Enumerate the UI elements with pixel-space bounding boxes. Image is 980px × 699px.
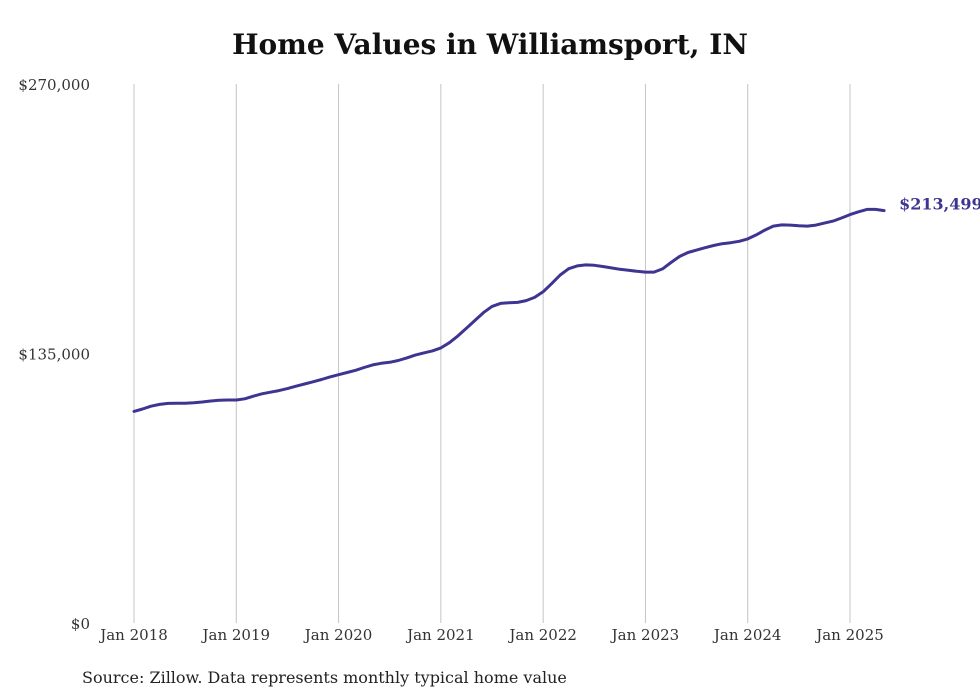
series-layer [132, 207, 886, 413]
y-axis-ticks: $0 $135,000 $270,000 [18, 76, 90, 633]
x-tick-label: Jan 2022 [507, 626, 577, 644]
x-tick-label: Jan 2023 [610, 626, 680, 644]
x-tick-label: Jan 2018 [98, 626, 168, 644]
y-tick-label: $0 [71, 615, 90, 633]
x-tick-label: Jan 2020 [303, 626, 373, 644]
y-tick-label: $270,000 [18, 76, 90, 94]
x-tick-label: Jan 2024 [712, 626, 782, 644]
x-tick-label: Jan 2019 [201, 626, 271, 644]
gridlines [133, 84, 851, 623]
y-tick-label: $135,000 [18, 346, 90, 364]
end-label-layer: $213,499 [899, 195, 980, 214]
end-value-label: $213,499 [899, 195, 980, 214]
home-value-line [132, 207, 886, 413]
chart-title: Home Values in Williamsport, IN [232, 28, 748, 61]
chart-source-note: Source: Zillow. Data represents monthly … [82, 668, 567, 687]
x-axis-ticks: Jan 2018 Jan 2019 Jan 2020 Jan 2021 Jan 2022… [98, 626, 884, 644]
x-tick-label: Jan 2025 [814, 626, 884, 644]
x-tick-label: Jan 2021 [405, 626, 475, 644]
